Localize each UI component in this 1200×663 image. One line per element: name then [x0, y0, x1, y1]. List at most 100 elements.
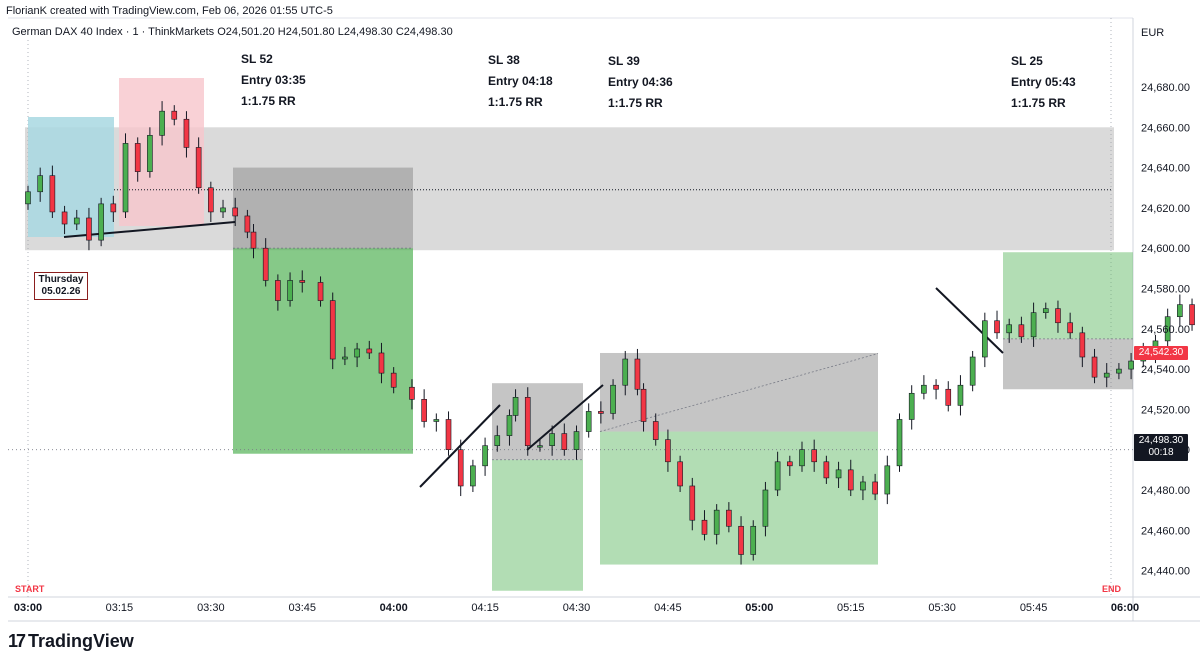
price-axis-label: 24,440.00: [1141, 566, 1190, 578]
candle-body: [1079, 332, 1086, 358]
candle-body: [195, 147, 202, 189]
candle-body: [811, 449, 817, 463]
candle-body: [787, 461, 793, 467]
candle-body: [933, 384, 939, 390]
symbol-name[interactable]: German DAX 40 Index · 1 · ThinkMarkets: [12, 26, 215, 38]
candle-body: [524, 397, 531, 446]
session-end-label: END: [1102, 584, 1122, 594]
candle-body: [1006, 324, 1013, 334]
candle-body: [762, 489, 769, 527]
annotation-entry: Entry 03:35: [241, 73, 306, 87]
axes-layer: 24,440.0024,460.0024,480.0024,500.0024,5…: [14, 82, 1190, 614]
candle-body: [884, 465, 891, 495]
crosshair-price-tag: 24,498.30 00:18: [1134, 434, 1188, 461]
trade-annotation-4: SL 25 Entry 05:43 1:1.75 RR: [1011, 51, 1076, 114]
trade-annotation-1: SL 52 Entry 03:35 1:1.75 RR: [241, 49, 306, 112]
candle-body: [701, 519, 708, 535]
candle-body: [262, 247, 269, 281]
candle-body: [847, 469, 854, 491]
time-axis-label: 05:00: [745, 602, 773, 614]
candle-body: [244, 215, 251, 233]
annotation-rr: 1:1.75 RR: [608, 96, 663, 110]
trade-annotation-3: SL 39 Entry 04:36 1:1.75 RR: [608, 51, 673, 114]
candle-body: [1055, 308, 1061, 324]
candle-body: [134, 143, 141, 172]
candle-body: [573, 431, 580, 451]
candle-body: [482, 445, 488, 467]
candle-body: [640, 388, 647, 422]
candle-body: [445, 419, 452, 451]
annotation-sl: SL 38: [488, 53, 520, 67]
price-axis-label: 24,560.00: [1141, 324, 1190, 336]
time-axis-label: 05:45: [1020, 602, 1048, 614]
candle-body: [421, 399, 427, 422]
time-axis-label: 04:15: [471, 602, 499, 614]
sweep-box: [119, 78, 204, 226]
time-axis-label: 04:30: [563, 602, 591, 614]
candle-body: [622, 358, 629, 386]
price-axis-label: 24,460.00: [1141, 525, 1190, 537]
currency-label[interactable]: EUR: [1141, 27, 1165, 39]
range-zone: [25, 127, 1114, 251]
trade-annotation-2: SL 38 Entry 04:18 1:1.75 RR: [488, 50, 553, 113]
candle-body: [299, 280, 306, 283]
chart-credit: FlorianK created with TradingView.com, F…: [6, 5, 333, 17]
time-axis-label: 03:45: [288, 602, 316, 614]
price-axis-label: 24,660.00: [1141, 122, 1190, 134]
candle-body: [750, 525, 757, 555]
trend-line-1: [63, 221, 236, 238]
candle-body: [652, 421, 659, 440]
candle-body: [457, 449, 464, 487]
day-badge-date: 05.02.26: [41, 286, 81, 297]
candle-body: [823, 461, 830, 479]
price-axis-label: 24,520.00: [1141, 404, 1190, 416]
time-axis-label: 03:00: [14, 602, 42, 614]
candle-body: [945, 388, 952, 406]
trend-line-3: [526, 384, 604, 451]
candle-body: [171, 110, 178, 120]
candle-body: [287, 280, 293, 301]
crosshair-price: 24,498.30: [1138, 435, 1184, 446]
candle-body: [159, 110, 165, 136]
candle-body: [354, 348, 360, 358]
candle-body: [689, 485, 696, 521]
price-axis-label: 24,600.00: [1141, 243, 1190, 255]
session-start-label: START: [15, 584, 45, 594]
candle-body: [835, 469, 842, 479]
target-zone-1: [233, 248, 413, 454]
candle-body: [342, 356, 348, 360]
time-axis-label: 03:15: [106, 602, 134, 614]
candle-body: [73, 217, 80, 225]
price-axis-label: 24,620.00: [1141, 203, 1190, 215]
time-axis-label: 04:45: [654, 602, 682, 614]
candle-body: [908, 392, 915, 420]
annotation-entry: Entry 04:18: [488, 74, 553, 88]
annotation-entry: Entry 04:36: [608, 75, 673, 89]
candle-body: [409, 386, 415, 400]
annotation-sl: SL 25: [1011, 54, 1043, 68]
stop-zone-4: [1003, 338, 1133, 390]
candle-body: [147, 135, 153, 172]
stop-zone-2: [492, 383, 583, 460]
candle-body: [37, 175, 43, 193]
candle-body: [598, 411, 604, 414]
candle-body: [329, 300, 336, 360]
candle-body: [677, 461, 683, 487]
annotation-rr: 1:1.75 RR: [241, 94, 296, 108]
candle-body: [1189, 304, 1195, 326]
candle-body: [957, 384, 964, 406]
candle-body: [860, 481, 866, 491]
candle-body: [1128, 360, 1134, 370]
candle-body: [1018, 324, 1025, 338]
last-price-tag: 24,542.30: [1134, 346, 1188, 360]
candle-body: [713, 509, 720, 535]
candle-body: [738, 525, 744, 555]
candle-body: [110, 203, 117, 213]
annotation-sl: SL 39: [608, 54, 640, 68]
candle-body: [1103, 372, 1110, 378]
candle-body: [726, 509, 732, 527]
candle-body: [872, 481, 878, 495]
tradingview-logo[interactable]: 17 TradingView: [8, 630, 134, 652]
candle-body: [378, 352, 385, 374]
